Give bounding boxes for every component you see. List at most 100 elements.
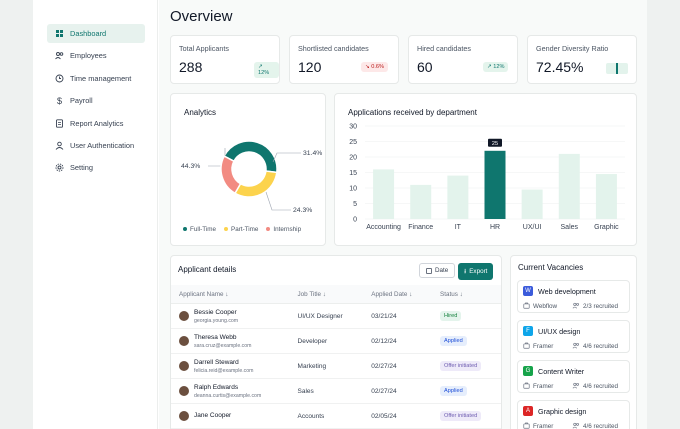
sidebar-item-report-analytics[interactable]: Report Analytics [47,114,145,133]
stat-value: 72.45% [536,59,584,75]
vacancy-recruited-label: 2/3 recruited [583,303,619,310]
applicant-person: Darrell Steward felicia.reid@example.com [179,359,282,374]
column-header-status[interactable]: Status ↓ [432,285,501,304]
sidebar-item-time-management[interactable]: Time management [47,69,145,88]
applicant-cell: Bessie Cooper georgia.young.com [171,303,290,329]
vacancy-source: Framer [523,422,553,429]
briefcase-icon [523,382,530,391]
vacancy-recruited-label: 4/6 recruited [583,343,619,350]
vacancy-title: UI/UX design [538,327,581,336]
applicants-table: Applicant Name ↓ Job Title ↓ Applied Date … [171,285,501,429]
legend-dot [183,227,187,232]
sidebar-item-label: Dashboard [70,29,107,38]
sidebar-item-dashboard[interactable]: Dashboard [47,24,145,43]
sidebar-item-user-authentication[interactable]: User Authentication [47,136,145,155]
vacancy-recruited-label: 4/6 recruited [583,383,619,390]
y-tick-label: 5 [353,201,357,208]
applicant-email: deanna.curtis@example.com [194,392,262,399]
gear-icon [55,163,64,172]
bar-hr[interactable] [484,150,506,219]
sidebar-item-payroll[interactable]: $ Payroll [47,91,145,110]
analytics-title: Analytics [184,108,217,117]
y-tick-label: 30 [349,124,357,131]
applicant-person: Jane Cooper [179,411,282,421]
job-title-cell: Sales [289,378,364,404]
y-tick-label: 10 [349,186,357,193]
x-tick-label: Accounting [366,224,401,231]
table-row[interactable]: Jane Cooper Accounts 02/05/24 Offer initiat… [171,403,501,429]
donut-chart: 44.3% 31.4% 24.3% [181,140,322,214]
x-tick-label: UX/UI [523,224,542,231]
current-vacancies-card: Current Vacancies W Web development Webflo… [510,255,637,429]
donut-label: 44.3% [181,163,200,170]
column-header-job-title[interactable]: Job Title ↓ [289,285,364,304]
column-header-label: Applicant Name [179,291,224,298]
stat-card-shortlisted: Shortlisted candidates 120 ↘ 0.6% [289,35,399,84]
department-chart-title: Applications received by department [348,108,477,117]
sort-arrow-icon[interactable]: ↓ [407,291,413,298]
date-button-label: Date [435,267,449,274]
column-header-applied-date[interactable]: Applied Date ↓ [363,285,433,304]
table-row[interactable]: Ralph Edwards deanna.curtis@example.com Sa… [171,378,501,404]
applicant-name: Ralph Edwards [194,383,239,391]
vacancy-source-label: Webflow [533,303,558,310]
vacancy-source: Framer [523,382,553,391]
sort-arrow-icon[interactable]: ↓ [457,291,463,298]
donut-slice-internship [220,155,242,195]
vacancy-card[interactable]: W Web development Webflow 2/3 recruited [517,280,630,313]
column-header-applicant-name[interactable]: Applicant Name ↓ [171,285,290,304]
donut-slice-part-time [233,170,278,198]
vacancy-logo-icon: G [523,366,533,376]
sidebar-item-label: Employees [70,51,107,61]
legend-label: Internship [273,226,302,233]
legend-dot [266,227,271,232]
table-header-row: Applicant Name ↓ Job Title ↓ Applied Date … [171,285,501,304]
status-badge: Applied [440,336,467,346]
bar-sales[interactable] [558,153,580,219]
stat-value: 120 [298,59,322,75]
table-row[interactable]: Darrell Steward felicia.reid@example.com M… [171,353,501,379]
y-tick-label: 25 [349,139,357,146]
dollar-icon: $ [55,96,64,105]
donut-label: 24.3% [293,207,312,214]
table-row[interactable]: Bessie Cooper georgia.young.com UI/UX Desi… [171,303,501,329]
status-badge: Offer initiated [440,361,482,371]
avatar [179,311,189,321]
stat-value: 288 [179,59,203,75]
bar-accounting[interactable] [373,169,395,219]
table-row[interactable]: Theresa Webb sara.cruz@example.com Develop… [171,328,501,354]
job-title-cell: UI/UX Designer [289,303,364,329]
diversity-ratio-bar [606,63,628,74]
applicant-cell: Darrell Steward felicia.reid@example.com [171,353,290,379]
svg-text:$: $ [57,96,62,105]
sidebar-item-employees[interactable]: Employees [47,46,145,65]
donut-leader-line [272,152,301,163]
vacancy-card[interactable]: A Graphic design Framer 4/6 recruited [517,400,630,429]
sidebar-item-label: Time management [70,73,132,83]
bar-tooltip-value: 25 [492,141,498,147]
vacancy-recruited: 4/6 recruited [572,342,618,351]
applied-date-cell: 02/12/24 [363,328,433,354]
export-button-label: Export [469,268,488,275]
vacancy-card[interactable]: F UI/UX design Framer 4/6 recruited [517,320,630,353]
x-tick-label: Sales [561,224,579,231]
sort-arrow-icon[interactable]: ↓ [223,291,229,298]
bar-uxui[interactable] [521,189,543,219]
vacancies-title: Current Vacancies [518,263,584,272]
y-tick-label: 20 [349,155,357,162]
bar-graphic[interactable] [595,174,617,219]
vacancy-source-label: Framer [533,383,554,390]
date-filter-button[interactable]: Date [419,263,456,278]
legend-label: Full-Time [190,226,217,233]
column-header-label: Status [440,291,458,298]
sidebar-item-setting[interactable]: Setting [47,158,145,177]
sort-arrow-icon[interactable]: ↓ [320,291,326,298]
vacancy-logo-letter: A [525,408,530,414]
vacancy-card[interactable]: G Content Writer Framer 4/6 recruited [517,360,630,393]
bar-it[interactable] [447,175,469,219]
column-header-label: Job Title [297,291,321,298]
export-button[interactable]: ⭳ Export [458,263,494,280]
bar-finance[interactable] [410,184,432,219]
applicant-name: Theresa Webb [194,333,237,341]
sidebar-item-label: Report Analytics [70,118,124,128]
